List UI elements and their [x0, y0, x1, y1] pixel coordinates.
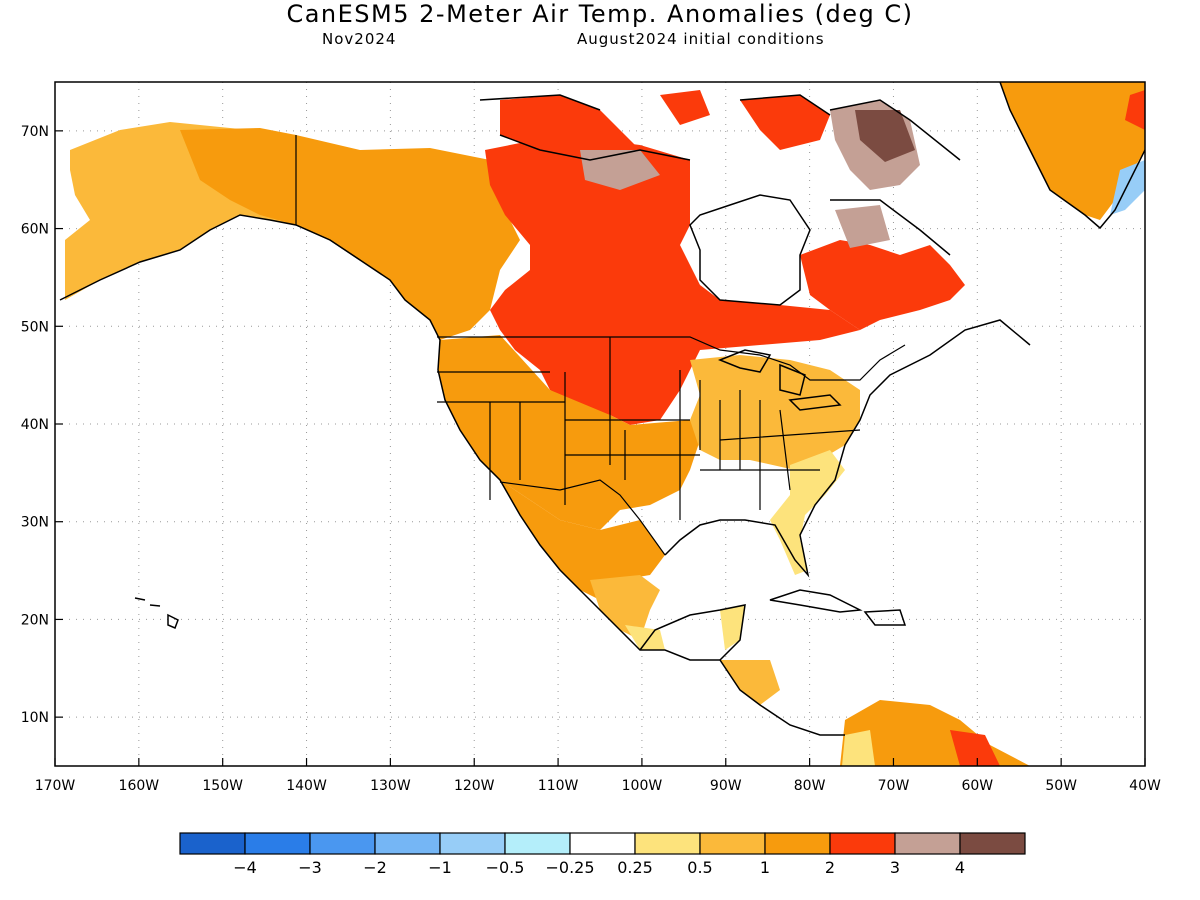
colorbar-swatch — [634, 832, 701, 855]
colorbar-label: 0.25 — [617, 858, 653, 877]
colorbar-label: 0.5 — [687, 858, 712, 877]
x-tick-label: 90W — [710, 778, 742, 794]
x-tick-label: 110W — [538, 778, 579, 794]
greenland-coastline — [999, 82, 1145, 230]
map-title: CanESM5 2-Meter Air Temp. Anomalies (deg… — [286, 0, 914, 28]
hispaniola-island — [863, 609, 907, 626]
x-tick-label: 70W — [878, 778, 910, 794]
colorbar-swatch — [959, 832, 1026, 855]
colorbar-swatch — [764, 832, 831, 855]
region-central-america — [720, 660, 780, 705]
x-tick-label: 120W — [454, 778, 495, 794]
init-conditions-label: August2024 initial conditions — [577, 30, 825, 48]
y-tick-label: 40N — [21, 417, 49, 433]
colorbar-swatch — [179, 832, 246, 855]
colorbar-label: −2 — [363, 858, 387, 877]
region-west-us — [438, 335, 700, 530]
arctic-islands — [479, 94, 961, 256]
anomaly-fill-layer — [65, 82, 1145, 766]
alaska-canada-border — [295, 135, 361, 261]
y-tick-label: 50N — [21, 319, 49, 335]
x-tick-label: 130W — [370, 778, 411, 794]
great-lakes — [717, 349, 842, 411]
colorbar-swatch — [439, 832, 506, 855]
colorbar: −4 −3 −2 −1 −0.5 −0.25 0.25 0.5 1 2 3 4 — [179, 832, 1026, 877]
region-west-canada — [180, 128, 520, 340]
colorbar-swatch — [309, 832, 376, 855]
colorbar-swatch — [569, 832, 636, 855]
region-colombia-yellow — [842, 730, 875, 766]
region-greenland — [1000, 82, 1145, 220]
region-ohio-valley — [690, 355, 860, 470]
colorbar-label: −3 — [298, 858, 322, 877]
colorbar-label: −0.25 — [545, 858, 594, 877]
y-tick-label: 10N — [21, 710, 49, 726]
x-tick-label: 50W — [1045, 778, 1077, 794]
coastlines — [59, 82, 1145, 736]
y-tick-label: 30N — [21, 515, 49, 531]
region-arctic-brown — [855, 110, 915, 162]
region-arctic-red — [500, 90, 830, 160]
region-venezuela-red — [950, 730, 1000, 766]
region-greenland-red — [1125, 90, 1145, 130]
latitude-axis: 10N 20N 30N 40N 50N 60N 70N — [21, 124, 63, 726]
x-tick-label: 140W — [286, 778, 327, 794]
colorbar-swatch — [829, 832, 896, 855]
x-tick-label: 40W — [1129, 778, 1161, 794]
region-mexico — [500, 480, 665, 600]
us-state-lines — [437, 337, 861, 520]
us-canada-border — [437, 336, 906, 381]
region-south-mexico — [590, 575, 660, 640]
colorbar-swatch — [894, 832, 961, 855]
colorbar-label: 2 — [825, 858, 835, 877]
region-prairies-nunavut — [485, 135, 860, 425]
colorbar-swatch — [244, 832, 311, 855]
region-yucatan — [625, 605, 745, 650]
x-tick-label: 100W — [622, 778, 663, 794]
colorbar-label: −1 — [428, 858, 452, 877]
colorbar-swatch — [504, 832, 571, 855]
colorbar-label: −4 — [233, 858, 257, 877]
north-america-coastline — [59, 214, 1031, 736]
yucatan-coastline — [639, 604, 746, 661]
region-carolinas-florida — [770, 450, 845, 575]
political-borders — [295, 135, 906, 556]
x-tick-label: 60W — [961, 778, 993, 794]
hawaii-islands — [134, 597, 179, 629]
cuba-island — [769, 589, 863, 613]
colorbar-label: 3 — [890, 858, 900, 877]
colorbar-swatch — [699, 832, 766, 855]
us-mexico-border — [499, 479, 666, 556]
region-quebec-labrador — [800, 240, 965, 330]
hudson-bay-coastline — [689, 194, 811, 306]
y-tick-label: 70N — [21, 124, 49, 140]
x-tick-label: 170W — [35, 778, 76, 794]
longitude-axis: 170W 160W 150W 140W 130W 120W 110W 100W 90W 80W 70… — [35, 758, 1161, 794]
colorbar-label: 1 — [760, 858, 770, 877]
valid-month-label: Nov2024 — [322, 30, 397, 48]
colorbar-label: −0.5 — [486, 858, 525, 877]
x-tick-label: 80W — [794, 778, 826, 794]
colorbar-swatch — [374, 832, 441, 855]
x-tick-label: 150W — [202, 778, 243, 794]
y-tick-label: 60N — [21, 222, 49, 238]
x-tick-label: 160W — [119, 778, 160, 794]
y-tick-label: 20N — [21, 612, 49, 628]
colorbar-label: 4 — [955, 858, 965, 877]
region-arctic-pink — [580, 100, 920, 248]
